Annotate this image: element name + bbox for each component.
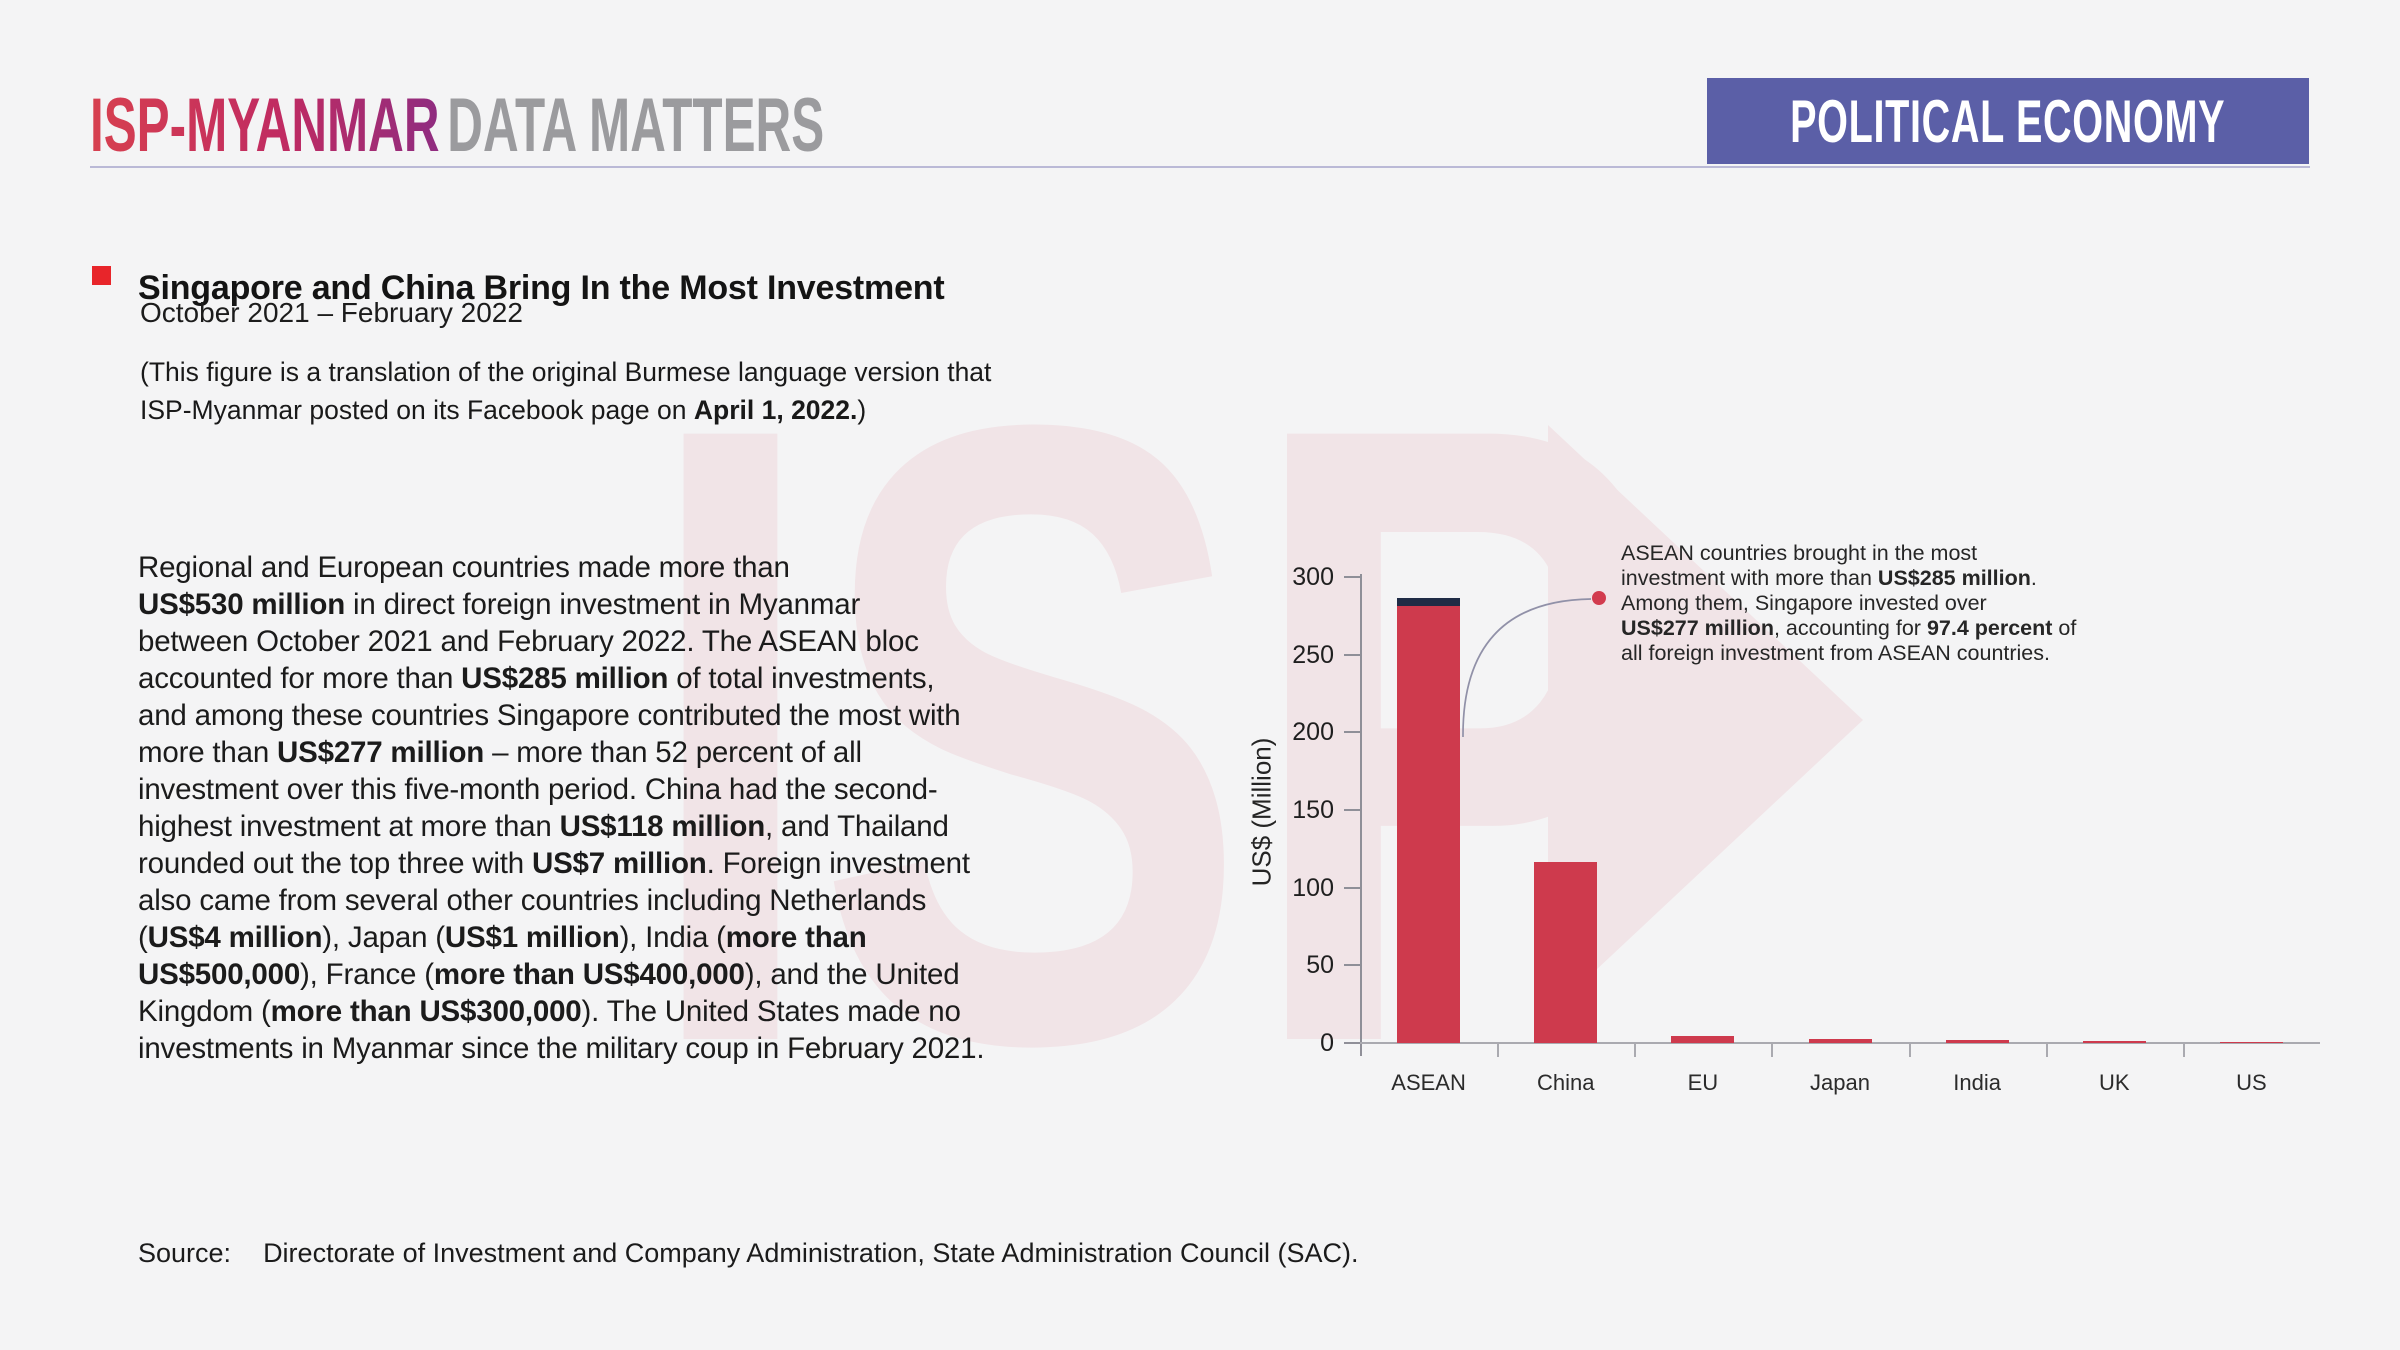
text-line: US$500,000), France (more than US$400,00… (138, 958, 960, 991)
ytick-mark (1344, 1042, 1360, 1044)
text-line: US$277 million, accounting for 97.4 perc… (1621, 616, 2077, 640)
bar-eu (1671, 1036, 1735, 1043)
text-line: more than US$277 million – more than 52 … (138, 736, 862, 769)
bar-india (1945, 1040, 2009, 1043)
chart-annotation: ASEAN countries brought in the most inves… (1621, 541, 2076, 666)
text-line: and among these countries Singapore cont… (138, 699, 961, 732)
text-line: US$530 million in direct foreign investm… (138, 588, 861, 621)
ytick-label: 250 (1292, 640, 1334, 669)
source-line: Source: Directorate of Investment and Co… (138, 1238, 1359, 1269)
text-line: investment over this five-month period. … (138, 773, 938, 806)
category-label-uk: UK (2098, 1070, 2130, 1095)
ytick-mark (1344, 731, 1360, 734)
body-paragraph: Regional and European countries made mor… (138, 549, 985, 1067)
source-text: Directorate of Investment and Company Ad… (263, 1238, 1359, 1268)
text-line: ISP-Myanmar posted on its Facebook page … (140, 394, 867, 425)
text-line: Kingdom (more than US$300,000). The Unit… (138, 995, 961, 1028)
bar-uk (2082, 1041, 2146, 1043)
text-line: rounded out the top three with US$7 mill… (138, 847, 970, 880)
bar-us (2219, 1042, 2283, 1043)
category-label-japan: Japan (1810, 1070, 1870, 1095)
ytick-mark (1344, 886, 1360, 889)
page-title: Singapore and China Bring In the Most In… (138, 268, 945, 307)
title-bullet (92, 266, 111, 285)
text-line: Regional and European countries made mor… (138, 551, 790, 584)
ytick-label: 200 (1292, 718, 1334, 747)
bar-asean-cap (1397, 598, 1461, 606)
text-line: investments in Myanmar since the militar… (138, 1032, 985, 1065)
ytick-label: 300 (1292, 563, 1334, 591)
date-range: October 2021 – February 2022 (140, 297, 523, 328)
text-line: accounted for more than US$285 million o… (138, 662, 935, 695)
text-line: (This figure is a translation of the ori… (140, 357, 992, 387)
header-divider (90, 166, 2310, 168)
ytick-mark (1344, 576, 1360, 578)
bar-asean (1397, 606, 1461, 1043)
source-label: Source: (138, 1238, 232, 1268)
category-label-eu: EU (1687, 1070, 1719, 1095)
ytick-label: 100 (1292, 873, 1334, 902)
text-line: highest investment at more than US$118 m… (138, 810, 949, 843)
text-line: ASEAN countries brought in the most (1621, 541, 1978, 565)
text-line: also came from several other countries i… (138, 884, 927, 917)
bar-japan (1808, 1039, 1872, 1043)
ytick-mark (1344, 653, 1360, 656)
category-label-china: China (1536, 1070, 1595, 1095)
axis-boundary-tick (1908, 1044, 1911, 1057)
ytick-label: 150 (1292, 796, 1334, 824)
ytick-label: 0 (1320, 1029, 1334, 1057)
logo-primary: ISP-MYANMAR (90, 83, 440, 168)
badge-label: POLITICAL ECONOMY (1790, 87, 2226, 155)
bar-china (1534, 862, 1598, 1043)
text-line: Among them, Singapore invested over (1621, 591, 1987, 615)
category-label-india: India (1953, 1070, 2001, 1095)
isp-watermark-arrow-icon (1548, 425, 1863, 1015)
axis-boundary-tick (2045, 1044, 2048, 1057)
axis-boundary-tick (2182, 1044, 2185, 1057)
axis-boundary-tick (1634, 1044, 1637, 1057)
ytick-mark (1344, 964, 1360, 967)
x-axis-line (1360, 1042, 2320, 1044)
text-line: investment with more than US$285 million… (1621, 566, 2037, 590)
text-line: all foreign investment from ASEAN countr… (1621, 641, 2050, 665)
category-label-us: US (2236, 1070, 2267, 1095)
text-line: between October 2021 and February 2022. … (138, 625, 919, 658)
category-label-asean: ASEAN (1391, 1070, 1466, 1095)
translation-note: (This figure is a translation of the ori… (140, 354, 991, 429)
logo-secondary: DATA MATTERS (447, 83, 825, 168)
ytick-mark (1344, 809, 1360, 811)
axis-boundary-tick (1771, 1044, 1774, 1057)
political-economy-badge: POLITICAL ECONOMY (1707, 78, 2309, 164)
y-axis-line (1360, 574, 1362, 1056)
ytick-label: 50 (1306, 951, 1334, 980)
isp-myanmar-logo: ISP-MYANMAR DATA MATTERS (90, 88, 824, 164)
axis-boundary-tick (1497, 1044, 1500, 1057)
text-line: (US$4 million), Japan (US$1 million), In… (138, 921, 867, 954)
